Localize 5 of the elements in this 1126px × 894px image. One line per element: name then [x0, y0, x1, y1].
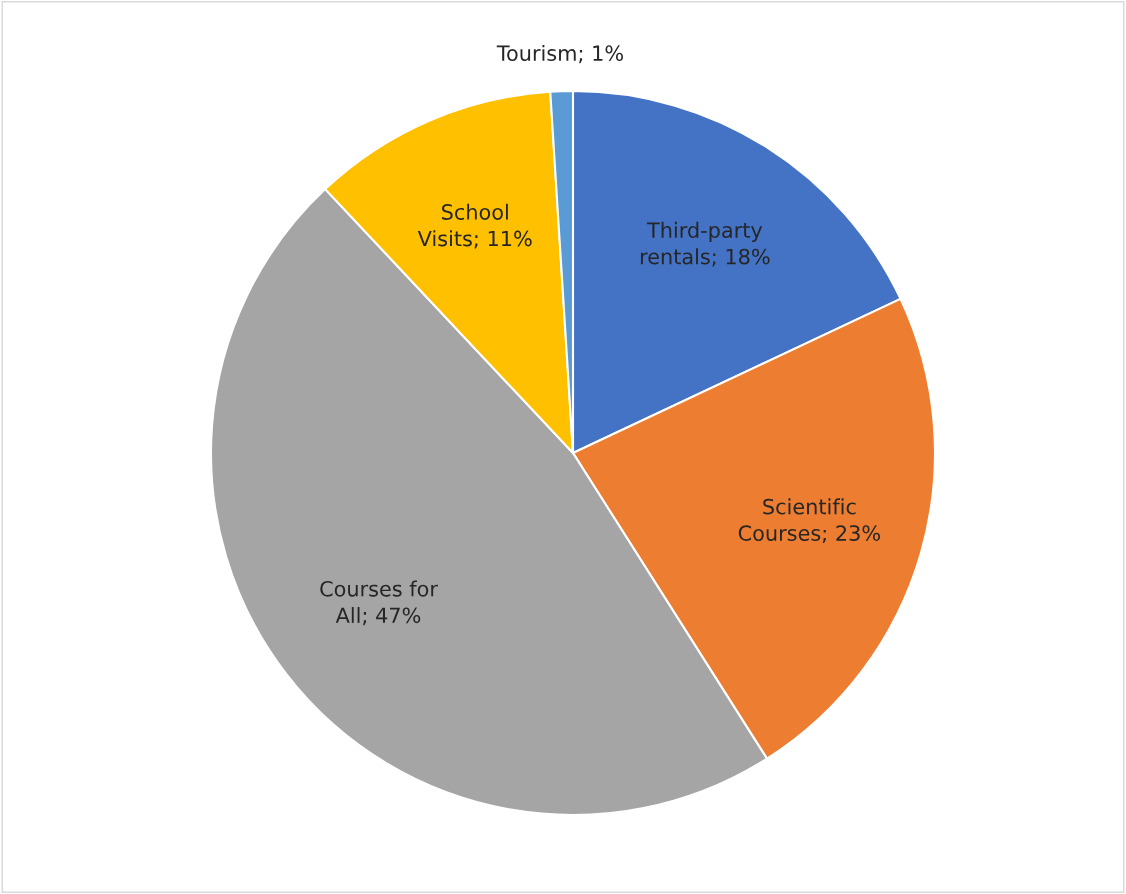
slice-label: School Visits; 11%: [417, 203, 532, 249]
slice-label: Tourism; 1%: [496, 44, 624, 64]
slice-label: Courses for All; 47%: [320, 580, 438, 626]
slice-label: Third-party rentals; 18%: [640, 221, 770, 267]
slice-label: Scientific Courses; 23%: [738, 498, 880, 544]
